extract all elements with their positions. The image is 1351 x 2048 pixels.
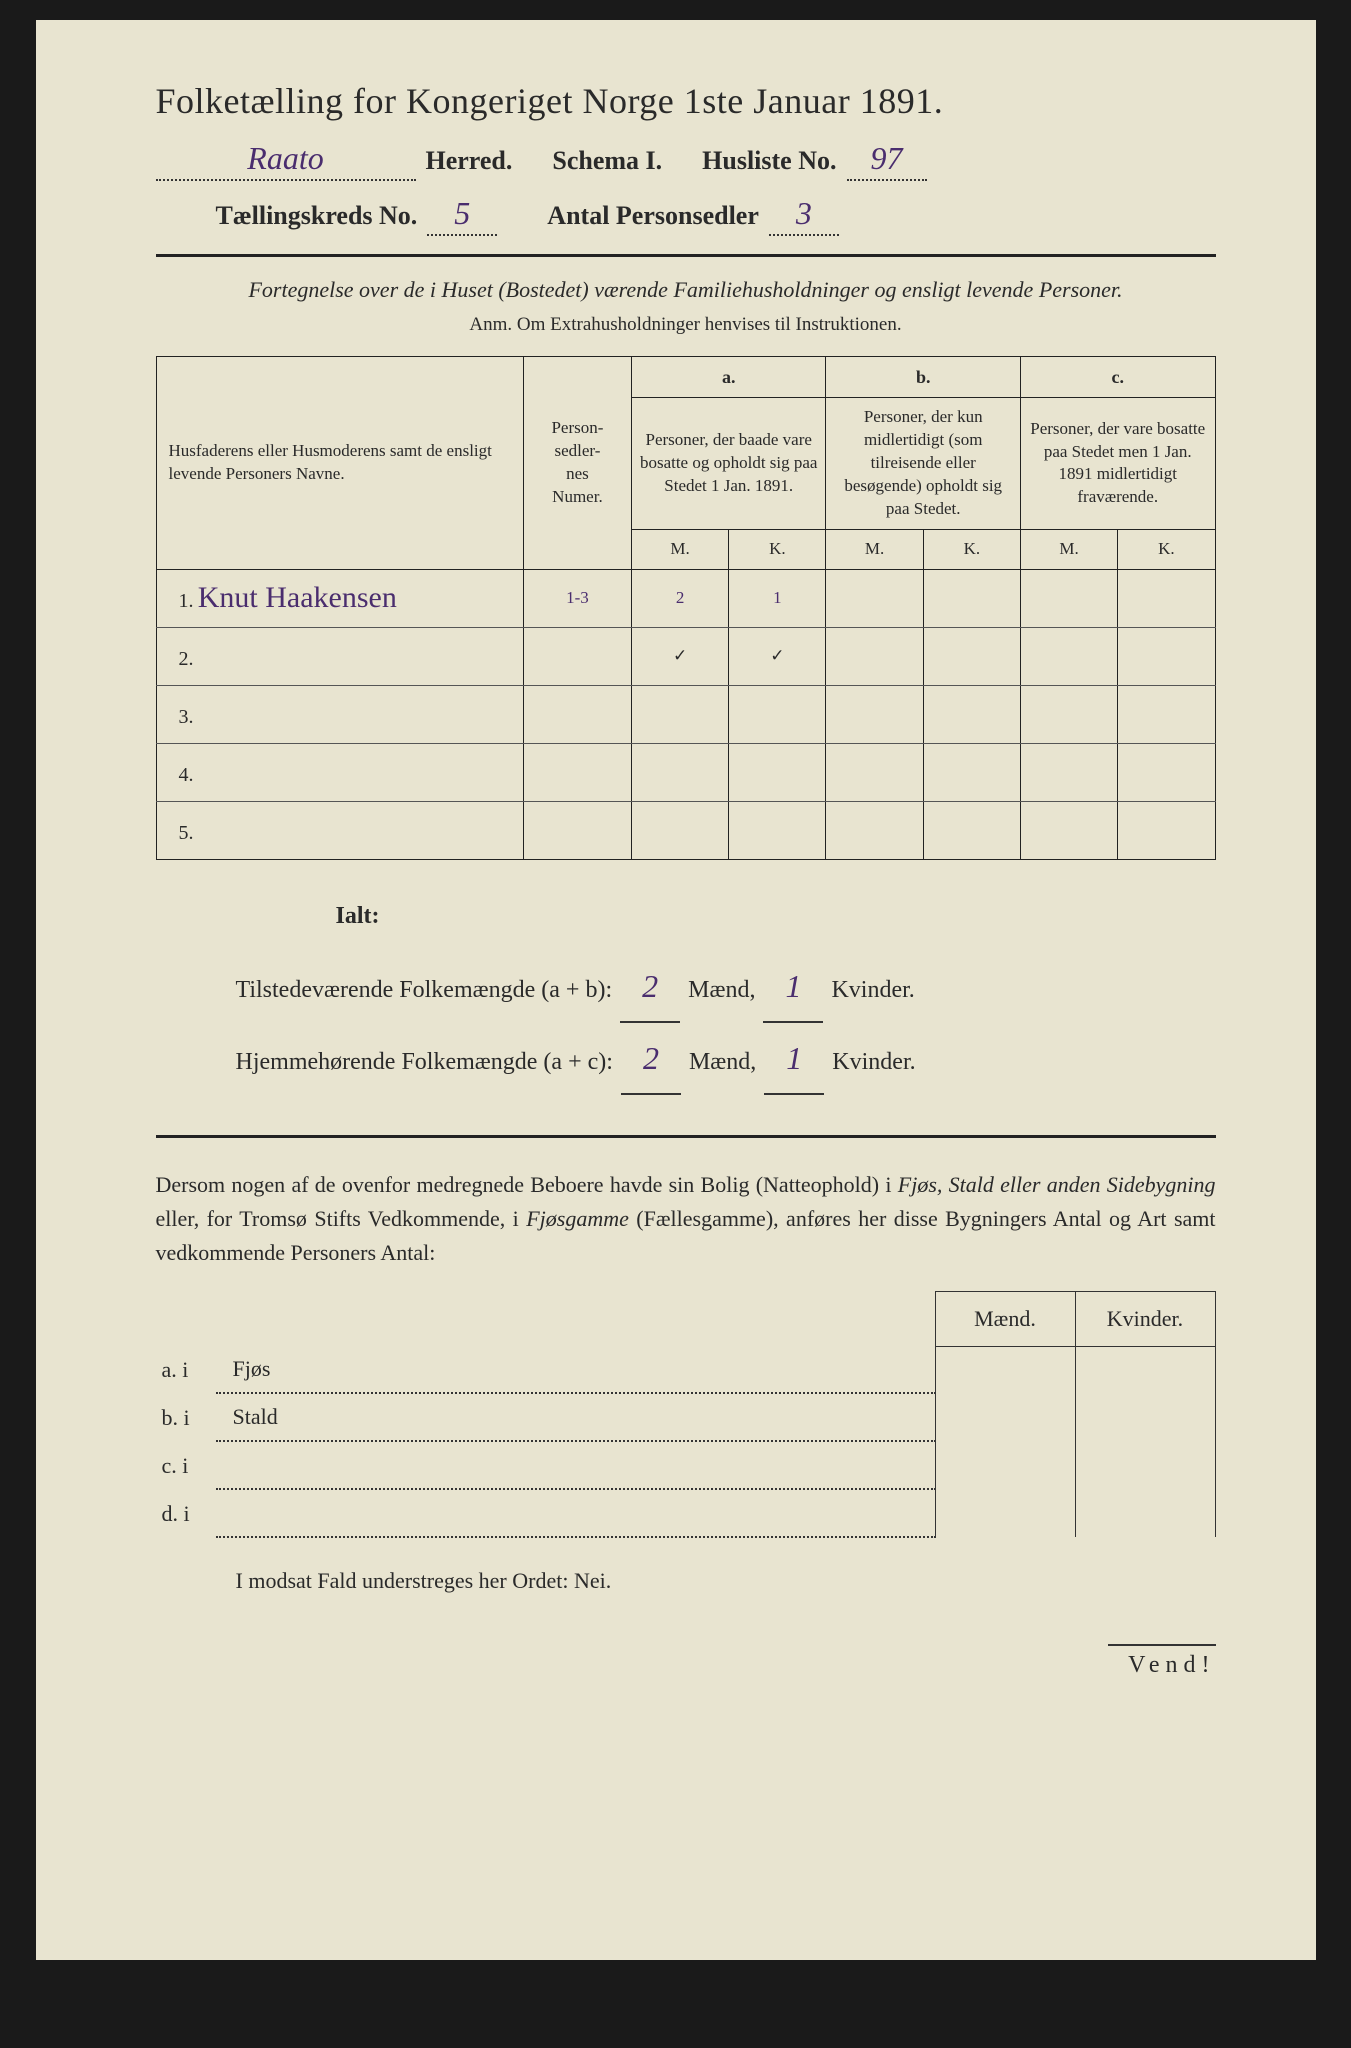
- husliste-prefix: Husliste No.: [702, 146, 836, 176]
- kvinder-label: Kvinder.: [831, 964, 914, 1017]
- kreds-value: 5: [427, 195, 497, 236]
- divider: [156, 254, 1216, 257]
- row1-k: 1: [763, 951, 823, 1023]
- husliste-value: 97: [847, 140, 927, 181]
- th-a: Personer, der baade vare bosatte og opho…: [631, 398, 826, 530]
- antal-prefix: Antal Personsedler: [547, 201, 759, 231]
- row1-m: 2: [620, 951, 680, 1023]
- maend-label: Mænd,: [688, 964, 755, 1017]
- th-b-m: M.: [826, 529, 923, 569]
- table-row: 2. ✓✓: [156, 627, 1215, 685]
- th-names: Husfaderens eller Husmoderens samt de en…: [156, 356, 523, 569]
- anm-note: Anm. Om Extrahusholdninger henvises til …: [156, 314, 1216, 336]
- bt-maend: Mænd.: [935, 1291, 1075, 1346]
- th-b-k: K.: [923, 529, 1020, 569]
- th-personsedler: Person- sedler- nes Numer.: [523, 356, 631, 569]
- row2-m: 2: [621, 1023, 681, 1095]
- bt-kvinder: Kvinder.: [1075, 1291, 1215, 1346]
- schema-label: Schema I.: [552, 146, 662, 176]
- th-c-k: K.: [1118, 529, 1215, 569]
- census-form: Folketælling for Kongeriget Norge 1ste J…: [36, 20, 1316, 1960]
- table-row: 3.: [156, 685, 1215, 743]
- table-row: 5.: [156, 801, 1215, 859]
- header-line-1: Raato Herred. Schema I. Husliste No. 97: [156, 140, 1216, 181]
- th-b-label: b.: [826, 356, 1021, 397]
- row2-k: 1: [764, 1023, 824, 1095]
- totals-block: Ialt: Tilstedeværende Folkemængde (a + b…: [236, 890, 1176, 1096]
- table-row: 4.: [156, 743, 1215, 801]
- herred-label: Herred.: [426, 146, 513, 176]
- nei-line: I modsat Fald understreges her Ordet: Ne…: [236, 1568, 1216, 1594]
- dwelling-row: a. i Fjøs: [156, 1346, 1216, 1393]
- kvinder-label-2: Kvinder.: [832, 1036, 915, 1089]
- th-c: Personer, der vare bosatte paa Stedet me…: [1020, 398, 1215, 530]
- dwelling-row: d. i: [156, 1489, 1216, 1537]
- divider-2: [156, 1135, 1216, 1138]
- antal-value: 3: [769, 195, 839, 236]
- dwelling-row: c. i: [156, 1441, 1216, 1489]
- kreds-prefix: Tællingskreds No.: [216, 201, 418, 231]
- row2-label: Hjemmehørende Folkemængde (a + c):: [236, 1036, 613, 1089]
- th-a-label: a.: [631, 356, 826, 397]
- dwelling-table: Mænd. Kvinder. a. i Fjøsb. i Staldc. i d…: [156, 1291, 1216, 1539]
- th-a-m: M.: [631, 529, 728, 569]
- th-c-m: M.: [1020, 529, 1117, 569]
- herred-value: Raato: [156, 140, 416, 181]
- th-b: Personer, der kun midlertidigt (som tilr…: [826, 398, 1021, 530]
- totals-row-1: Tilstedeværende Folkemængde (a + b): 2 M…: [236, 951, 1176, 1023]
- totals-row-2: Hjemmehørende Folkemængde (a + c): 2 Mæn…: [236, 1023, 1176, 1095]
- row1-label: Tilstedeværende Folkemængde (a + b):: [236, 964, 613, 1017]
- dwelling-paragraph: Dersom nogen af de ovenfor medregnede Be…: [156, 1168, 1216, 1270]
- form-title: Folketælling for Kongeriget Norge 1ste J…: [156, 80, 1216, 122]
- th-a-k: K.: [729, 529, 826, 569]
- table-row: 1. Knut Haakensen1-321: [156, 569, 1215, 627]
- header-line-2: Tællingskreds No. 5 Antal Personsedler 3: [216, 195, 1216, 236]
- ialt-label: Ialt:: [336, 890, 1176, 943]
- subtitle: Fortegnelse over de i Huset (Bostedet) v…: [156, 275, 1216, 306]
- th-c-label: c.: [1020, 356, 1215, 397]
- dwelling-row: b. i Stald: [156, 1393, 1216, 1441]
- maend-label-2: Mænd,: [689, 1036, 756, 1089]
- household-table: Husfaderens eller Husmoderens samt de en…: [156, 356, 1216, 860]
- vend-label: Vend!: [1108, 1644, 1215, 1679]
